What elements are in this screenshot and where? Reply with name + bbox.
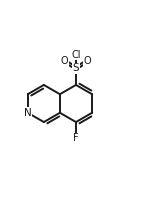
- Text: F: F: [73, 133, 79, 143]
- Text: O: O: [60, 56, 68, 66]
- Text: N: N: [24, 108, 32, 118]
- Text: Cl: Cl: [71, 49, 81, 60]
- Text: S: S: [73, 63, 79, 73]
- Text: O: O: [84, 56, 92, 66]
